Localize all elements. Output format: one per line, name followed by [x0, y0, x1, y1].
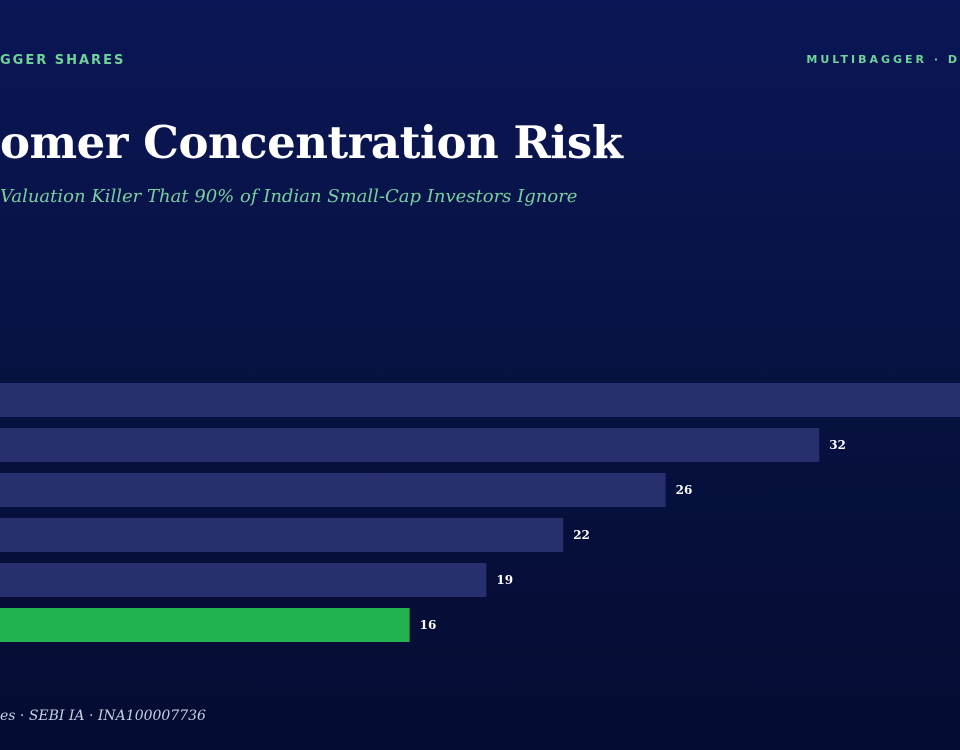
- brand-kicker: GGER SHARES: [0, 53, 126, 68]
- bar-value-label-4: 22: [573, 528, 590, 542]
- page-subtitle: Valuation Killer That 90% of Indian Smal…: [0, 186, 578, 207]
- bar-4: [0, 518, 564, 552]
- bar-6: [0, 608, 410, 642]
- bar-value-label-2: 32: [829, 438, 846, 452]
- bar-2: [0, 428, 820, 462]
- bar-1: [0, 383, 960, 417]
- series-kicker: MULTIBAGGER · D: [806, 53, 960, 66]
- bar-value-label-6: 16: [420, 618, 437, 632]
- bar-3: [0, 473, 666, 507]
- bar-value-label-5: 19: [496, 573, 513, 587]
- bar-chart: 32 26 22 19 16: [0, 383, 960, 642]
- bar-value-label-3: 26: [676, 483, 693, 497]
- bar-5: [0, 563, 487, 597]
- footer-disclaimer: es · SEBI IA · INA100007736: [0, 708, 206, 724]
- page-title: omer Concentration Risk: [0, 116, 623, 169]
